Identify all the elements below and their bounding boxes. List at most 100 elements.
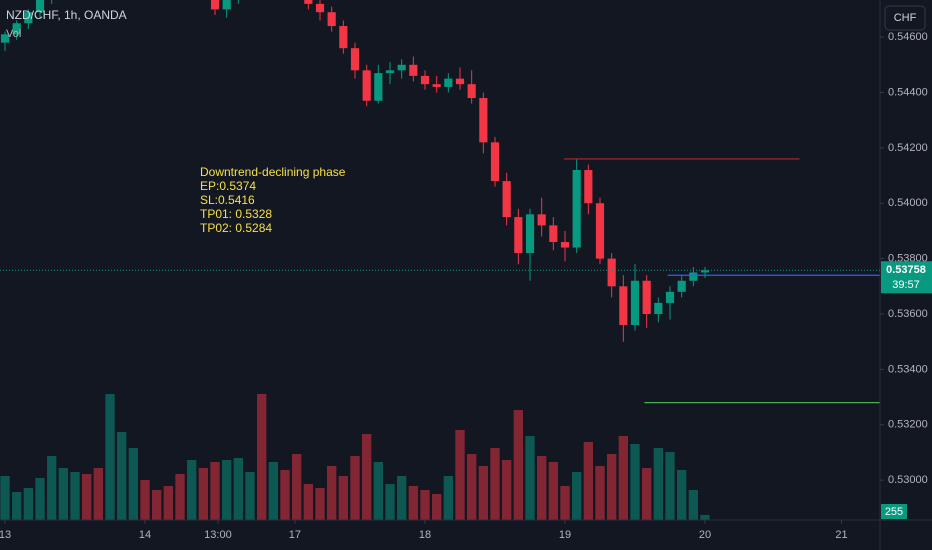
x-tick-label: 19 xyxy=(559,529,571,541)
candle-body xyxy=(619,286,628,326)
candle-body xyxy=(24,12,33,24)
candle-body xyxy=(630,280,640,326)
volume-bar xyxy=(338,476,349,520)
x-tick-label: 20 xyxy=(699,529,711,541)
volume-bar xyxy=(187,460,197,520)
candle-body xyxy=(339,26,348,49)
candle-body xyxy=(374,73,383,101)
volume-bar xyxy=(35,478,45,520)
volume-bar xyxy=(222,460,232,520)
x-tick-label: 17 xyxy=(289,529,301,541)
symbol-title: NZD/CHF, 1h, OANDA xyxy=(6,8,127,22)
volume-bar xyxy=(642,468,652,520)
volume-bar xyxy=(397,476,407,520)
volume-bar xyxy=(653,448,664,520)
x-tick-label: 21 xyxy=(835,529,847,541)
volume-bar xyxy=(455,430,465,520)
volume-bar xyxy=(560,486,570,520)
candle-body xyxy=(700,270,710,273)
volume-bar xyxy=(572,472,582,520)
volume-bar xyxy=(47,456,57,520)
volume-bar xyxy=(82,474,92,520)
annotation-line: TP02: 0.5284 xyxy=(200,221,272,235)
candle-body xyxy=(467,84,476,99)
volume-bar xyxy=(443,476,454,520)
volume-bar xyxy=(175,474,185,520)
volume-bar xyxy=(700,514,710,520)
volume-bar xyxy=(70,472,80,520)
currency-button-label[interactable]: CHF xyxy=(894,12,917,24)
candle-body xyxy=(222,0,231,10)
annotation-line: TP01: 0.5328 xyxy=(200,207,272,221)
candle-body xyxy=(572,170,581,248)
volume-bar xyxy=(607,454,617,520)
volume-bar xyxy=(350,456,360,520)
candle-body xyxy=(665,291,675,303)
y-tick-label: 0.54400 xyxy=(888,86,928,98)
candle-body xyxy=(350,48,360,71)
current-price-label: 0.53758 xyxy=(886,264,926,276)
volume-bar xyxy=(478,466,489,520)
volume-bar xyxy=(677,470,687,520)
volume-bar xyxy=(583,442,594,520)
countdown-label: 39:57 xyxy=(892,279,920,291)
volume-bar xyxy=(385,484,395,520)
volume-bar xyxy=(408,486,419,520)
y-tick-label: 0.53400 xyxy=(888,363,928,375)
volume-bar xyxy=(467,454,477,520)
volume-bar xyxy=(490,448,500,520)
current-volume-tag xyxy=(881,504,907,519)
volume-legend: Vol xyxy=(6,28,21,40)
candle-body xyxy=(444,78,453,87)
volume-bar xyxy=(152,490,162,520)
candle-body xyxy=(560,242,570,248)
candle-body xyxy=(12,23,21,35)
candle-body xyxy=(654,302,663,314)
volume-bar xyxy=(117,432,127,520)
candle-body xyxy=(689,272,698,281)
plot-area xyxy=(0,0,880,520)
volume-bar xyxy=(373,462,384,520)
candle-body xyxy=(549,225,558,243)
candle-body xyxy=(595,203,605,259)
volume-bar xyxy=(303,484,314,520)
candle-body xyxy=(35,0,45,13)
volume-bar xyxy=(420,490,430,520)
currency-button[interactable] xyxy=(884,5,926,31)
candle-body xyxy=(210,0,220,10)
candle-body xyxy=(502,181,511,218)
candle-body xyxy=(397,64,406,71)
volume-bar xyxy=(93,468,104,520)
volume-bar xyxy=(0,476,10,520)
x-tick-label: 13:00 xyxy=(204,529,232,541)
y-tick-label: 0.53200 xyxy=(888,419,928,431)
volume-bar xyxy=(268,462,279,520)
volume-bar xyxy=(280,470,290,520)
y-tick-label: 0.53000 xyxy=(888,474,928,486)
volume-bar xyxy=(630,444,640,520)
candle-body xyxy=(525,214,535,254)
y-tick-label: 0.53600 xyxy=(888,308,928,320)
candle-body xyxy=(479,98,488,143)
candle-body xyxy=(455,78,465,85)
volume-bar xyxy=(548,462,559,520)
current-volume-label: 255 xyxy=(885,506,903,518)
volume-bar xyxy=(163,486,174,520)
volume-bar xyxy=(525,436,535,520)
candle-body xyxy=(385,70,395,74)
volume-bar xyxy=(210,462,220,520)
candle-body xyxy=(607,258,616,287)
annotation-line: SL:0.5416 xyxy=(200,193,255,207)
volume-bar xyxy=(128,448,139,520)
candle-body xyxy=(304,0,313,4)
volume-bar xyxy=(513,410,524,520)
candle-body xyxy=(677,280,686,292)
candle-body xyxy=(514,217,523,254)
volume-bar xyxy=(12,492,22,520)
candle-body xyxy=(432,84,441,87)
volume-bar xyxy=(292,454,302,520)
candle-body xyxy=(584,170,593,204)
volume-bar xyxy=(618,436,629,520)
volume-bar xyxy=(58,468,69,520)
